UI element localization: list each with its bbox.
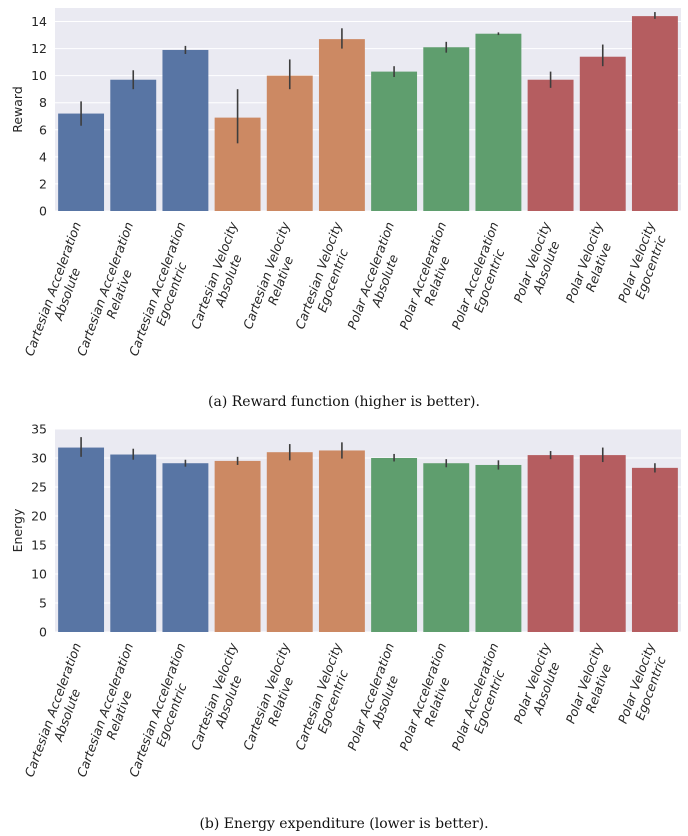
bar [631,467,678,632]
bar [58,447,105,632]
x-tick-label: Polar AccelerationEgocentric [449,220,516,337]
y-tick-label: 8 [39,95,47,110]
y-tick-label: 30 [31,451,47,466]
y-axis-label: Energy [10,508,25,552]
bar [371,458,418,632]
chart-panel-energy: 0 5 10 15 20 25 30 35 Energy Cartesian Accelerati… [10,422,681,832]
bar [371,71,418,212]
bar [58,113,105,211]
x-tick-label: Polar VelocityEgocentric [615,640,672,730]
y-axis-label: Reward [10,86,25,133]
bar [475,464,522,632]
plot-area [55,8,681,211]
bar [318,450,365,632]
bar [110,79,157,211]
x-tick-label: Cartesian AccelerationEgocentric [126,220,203,363]
x-tick-label: Polar VelocityRelative [563,640,620,730]
x-tick-label: Polar VelocityRelative [563,219,620,309]
bar [579,455,626,632]
bar [423,47,470,211]
y-tick-label: 4 [39,149,47,164]
x-tick-label: Cartesian AccelerationEgocentric [126,641,203,784]
bar [527,455,574,632]
bar [527,79,574,211]
bar [162,49,209,211]
figure-caption: (a) Reward function (higher is better). [208,394,480,410]
bar [631,16,678,212]
bar [110,454,157,632]
x-tick-label: Polar VelocityAbsolute [510,219,567,309]
plot-area [55,429,681,632]
y-tick-label: 2 [39,176,47,191]
y-tick-label: 10 [31,567,47,582]
y-tick-label: 0 [39,625,47,640]
bar [214,460,261,632]
y-tick-label: 0 [39,204,47,219]
y-tick-label: 35 [31,422,47,437]
bar [318,39,365,212]
bar [162,463,209,632]
x-tick-label: Polar AccelerationEgocentric [449,641,516,758]
x-tick-label: Polar VelocityAbsolute [510,640,567,730]
bar [266,452,313,632]
y-tick-label: 5 [39,596,47,611]
y-tick-label: 20 [31,509,47,524]
y-tick-label: 25 [31,480,47,495]
y-tick-label: 15 [31,538,47,553]
bar [579,56,626,211]
bar [423,463,470,632]
bar [475,33,522,211]
x-tick-label: Polar VelocityEgocentric [615,219,672,309]
y-tick-label: 6 [39,122,47,137]
bar [266,75,313,212]
y-tick-label: 10 [31,68,47,83]
y-tick-label: 12 [31,41,47,56]
y-tick-label: 14 [31,14,47,29]
figure-caption: (b) Energy expenditure (lower is better)… [199,816,488,832]
